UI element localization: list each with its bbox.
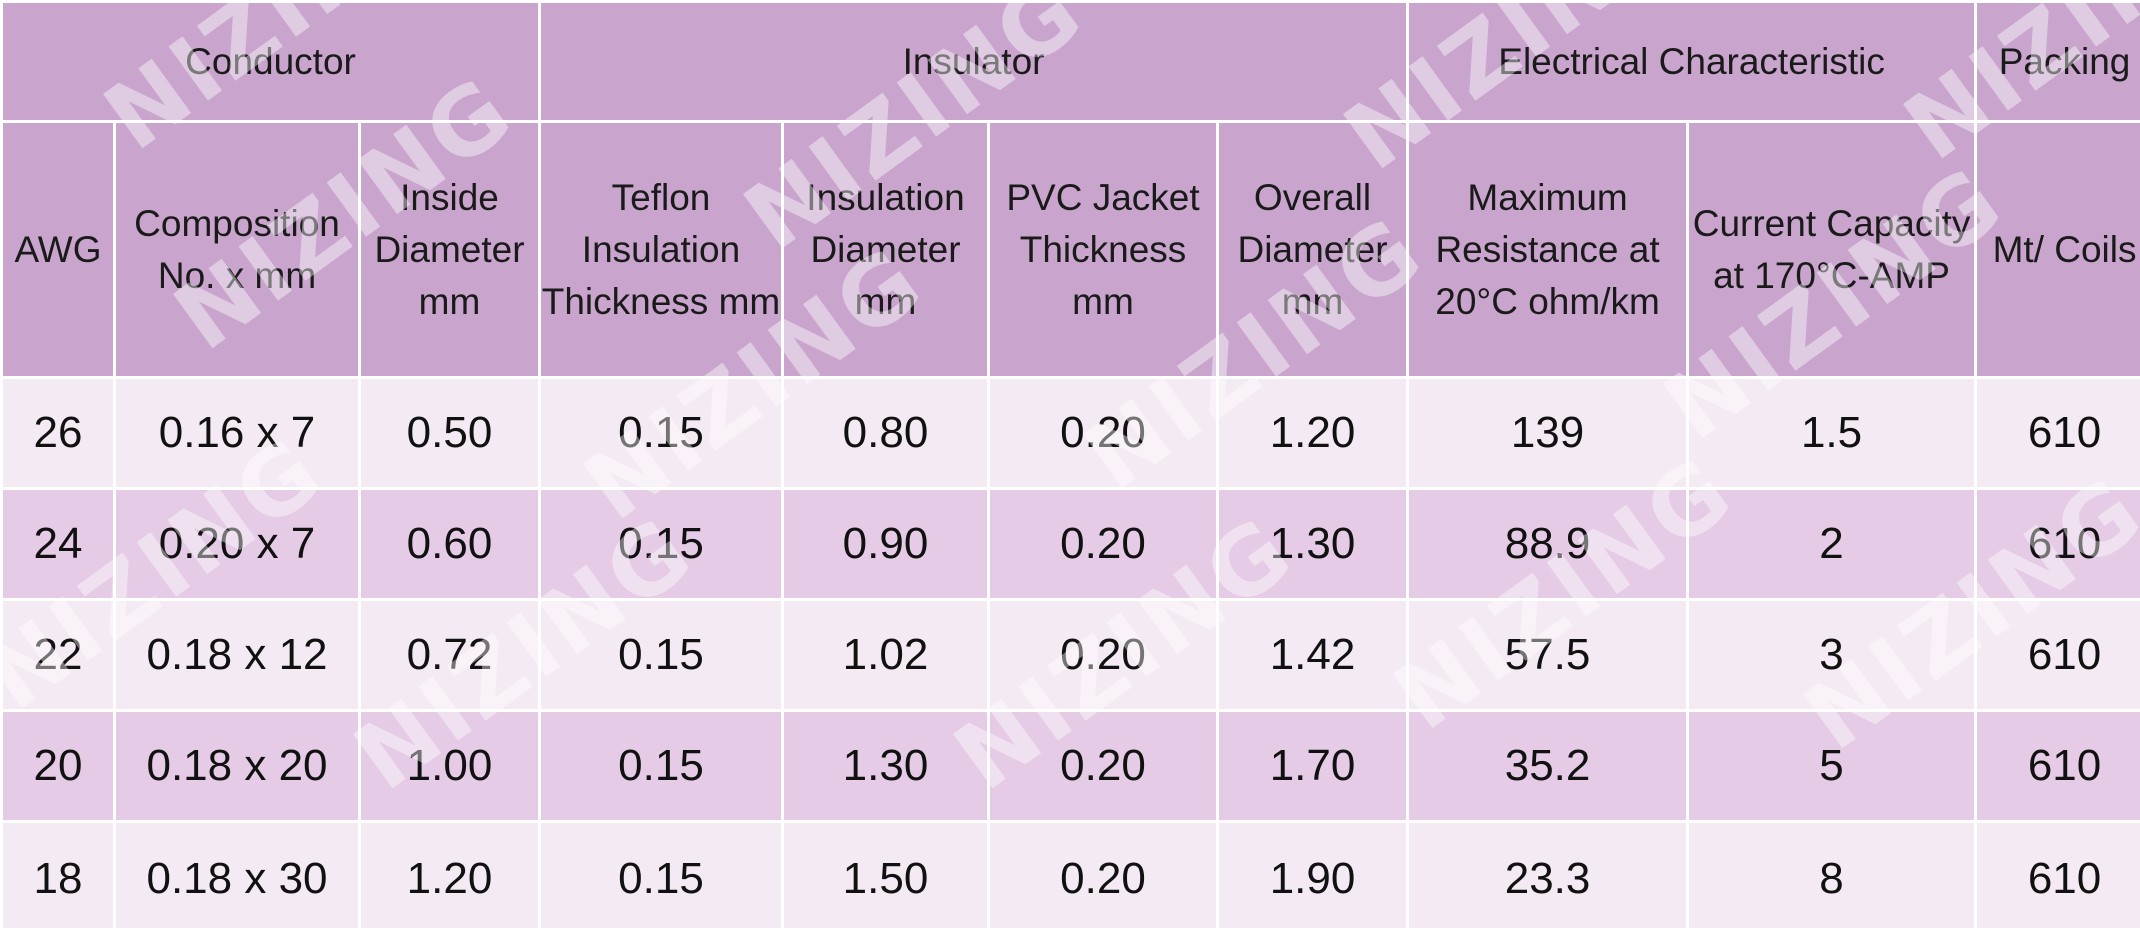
cell-current-capacity: 1.5 bbox=[1686, 376, 1978, 490]
column-header-inside-diameter: Inside Diameter mm bbox=[358, 120, 541, 379]
cell-composition: 0.18 x 20 bbox=[113, 709, 361, 823]
group-header-electrical: Electrical Characteristic bbox=[1406, 0, 1978, 123]
cell-inside-diameter: 0.50 bbox=[358, 376, 541, 490]
table-row: 22 0.18 x 12 0.72 0.15 1.02 0.20 1.42 57… bbox=[0, 598, 2140, 712]
cell-max-resistance: 57.5 bbox=[1406, 598, 1690, 712]
cell-awg: 22 bbox=[0, 598, 116, 712]
column-header-row: AWG Composition No. x mm Inside Diameter… bbox=[0, 120, 2140, 379]
cell-composition: 0.18 x 12 bbox=[113, 598, 361, 712]
cell-teflon-thickness: 0.15 bbox=[538, 820, 784, 928]
cell-pvc-thickness: 0.20 bbox=[987, 487, 1219, 601]
column-header-overall-diameter: Overall Diameter mm bbox=[1215, 120, 1410, 379]
cell-overall-diameter: 1.42 bbox=[1215, 598, 1410, 712]
cell-composition: 0.20 x 7 bbox=[113, 487, 361, 601]
cell-inside-diameter: 0.72 bbox=[358, 598, 541, 712]
cell-awg: 18 bbox=[0, 820, 116, 928]
cell-inside-diameter: 1.20 bbox=[358, 820, 541, 928]
cell-insulation-diameter: 1.50 bbox=[781, 820, 990, 928]
cell-teflon-thickness: 0.15 bbox=[538, 376, 784, 490]
cell-current-capacity: 3 bbox=[1686, 598, 1978, 712]
column-header-max-resistance: Maximum Resistance at 20°C ohm/km bbox=[1406, 120, 1690, 379]
cell-pvc-thickness: 0.20 bbox=[987, 709, 1219, 823]
cell-insulation-diameter: 1.30 bbox=[781, 709, 990, 823]
cell-awg: 26 bbox=[0, 376, 116, 490]
cell-overall-diameter: 1.30 bbox=[1215, 487, 1410, 601]
column-header-current-capacity: Current Capacity at 170°C-AMP bbox=[1686, 120, 1978, 379]
column-header-mt-coils: Mt/ Coils bbox=[1974, 120, 2140, 379]
cell-teflon-thickness: 0.15 bbox=[538, 709, 784, 823]
cell-current-capacity: 8 bbox=[1686, 820, 1978, 928]
cell-overall-diameter: 1.90 bbox=[1215, 820, 1410, 928]
cell-mt-coils: 610 bbox=[1974, 376, 2140, 490]
column-header-teflon-thickness: Teflon Insulation Thickness mm bbox=[538, 120, 784, 379]
cell-max-resistance: 88.9 bbox=[1406, 487, 1690, 601]
cell-pvc-thickness: 0.20 bbox=[987, 598, 1219, 712]
table-row: 18 0.18 x 30 1.20 0.15 1.50 0.20 1.90 23… bbox=[0, 820, 2140, 928]
cell-insulation-diameter: 0.90 bbox=[781, 487, 990, 601]
cell-awg: 24 bbox=[0, 487, 116, 601]
cell-current-capacity: 2 bbox=[1686, 487, 1978, 601]
cell-insulation-diameter: 1.02 bbox=[781, 598, 990, 712]
cell-max-resistance: 35.2 bbox=[1406, 709, 1690, 823]
cell-inside-diameter: 1.00 bbox=[358, 709, 541, 823]
group-header-conductor: Conductor bbox=[0, 0, 541, 123]
cell-composition: 0.16 x 7 bbox=[113, 376, 361, 490]
cell-teflon-thickness: 0.15 bbox=[538, 487, 784, 601]
cell-inside-diameter: 0.60 bbox=[358, 487, 541, 601]
group-header-insulator: Insulator bbox=[537, 0, 1410, 123]
cell-awg: 20 bbox=[0, 709, 116, 823]
cell-pvc-thickness: 0.20 bbox=[987, 376, 1219, 490]
cell-overall-diameter: 1.70 bbox=[1215, 709, 1410, 823]
table-row: 24 0.20 x 7 0.60 0.15 0.90 0.20 1.30 88.… bbox=[0, 487, 2140, 601]
cell-insulation-diameter: 0.80 bbox=[781, 376, 990, 490]
cell-composition: 0.18 x 30 bbox=[113, 820, 361, 928]
column-header-awg: AWG bbox=[0, 120, 116, 379]
cell-mt-coils: 610 bbox=[1974, 709, 2140, 823]
cell-current-capacity: 5 bbox=[1686, 709, 1978, 823]
cell-max-resistance: 23.3 bbox=[1406, 820, 1690, 928]
table-row: 26 0.16 x 7 0.50 0.15 0.80 0.20 1.20 139… bbox=[0, 376, 2140, 490]
group-header-packing: Packing bbox=[1974, 0, 2140, 123]
cell-mt-coils: 610 bbox=[1974, 487, 2140, 601]
group-header-row: Conductor Insulator Electrical Character… bbox=[0, 0, 2140, 123]
table-row: 20 0.18 x 20 1.00 0.15 1.30 0.20 1.70 35… bbox=[0, 709, 2140, 823]
cell-overall-diameter: 1.20 bbox=[1215, 376, 1410, 490]
column-header-composition: Composition No. x mm bbox=[113, 120, 361, 379]
cell-mt-coils: 610 bbox=[1974, 820, 2140, 928]
cell-pvc-thickness: 0.20 bbox=[987, 820, 1219, 928]
column-header-insulation-diameter: Insulation Diameter mm bbox=[781, 120, 990, 379]
cell-mt-coils: 610 bbox=[1974, 598, 2140, 712]
cell-max-resistance: 139 bbox=[1406, 376, 1690, 490]
column-header-pvc-thickness: PVC Jacket Thickness mm bbox=[987, 120, 1219, 379]
cell-teflon-thickness: 0.15 bbox=[538, 598, 784, 712]
